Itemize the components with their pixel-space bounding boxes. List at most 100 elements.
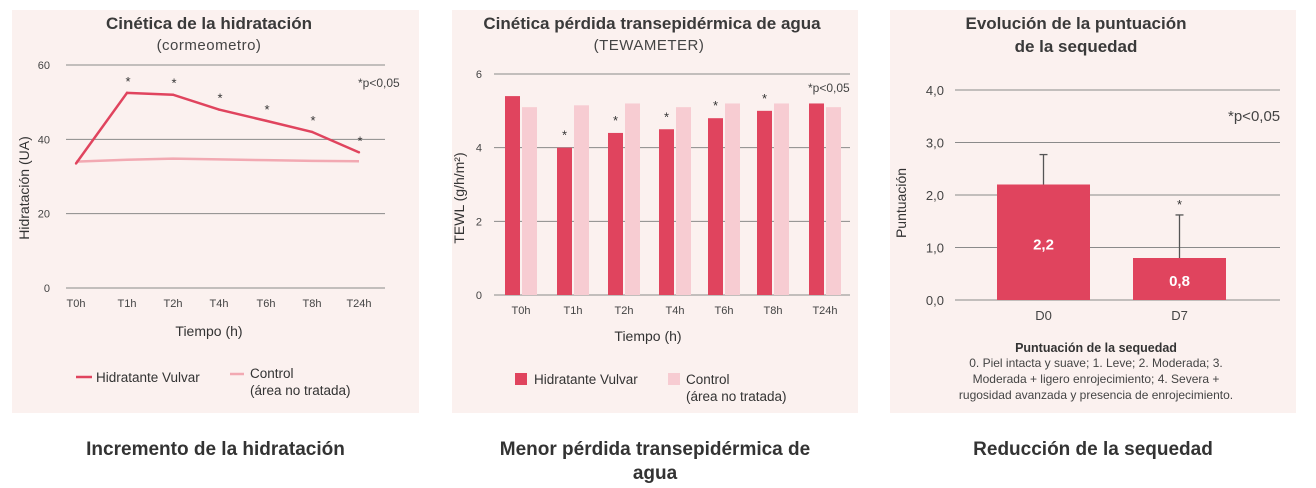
y-tick-label: 2,0 — [926, 188, 944, 203]
significance-star: * — [171, 76, 176, 91]
significance-star: * — [762, 91, 767, 106]
hydration-chart-panel: Cinética de la hidratación (cormeometro)… — [12, 10, 419, 413]
y-tick-label: 1,0 — [926, 241, 944, 256]
data-point-treated — [310, 130, 314, 134]
scale-line-1: 0. Piel intacta y suave; 1. Leve; 2. Mod… — [969, 356, 1222, 370]
caption-hydration: Incremento de la hidratación — [86, 439, 345, 460]
bar-control — [625, 103, 640, 295]
y-tick-label: 3,0 — [926, 136, 944, 151]
bar-control — [574, 105, 589, 295]
bar-control — [826, 107, 841, 296]
x-tick-label: T1h — [118, 298, 137, 310]
chart-title: Cinética de la hidratación — [106, 14, 312, 33]
x-tick-label: D7 — [1171, 308, 1188, 323]
legend-label-control: Control — [250, 366, 294, 381]
data-point-treated — [217, 108, 221, 111]
data-point-treated — [357, 151, 361, 154]
x-tick-label: T2h — [164, 298, 183, 310]
bar-treated — [809, 103, 824, 295]
bar-value-label: 0,8 — [1169, 273, 1190, 290]
significance-star: * — [310, 113, 315, 128]
data-point-treated — [125, 91, 129, 95]
y-axis-label: Puntuación — [893, 168, 909, 238]
scale-title: Puntuación de la sequedad — [1015, 341, 1177, 355]
y-tick-label: 0 — [476, 290, 482, 302]
significance-star: * — [1177, 197, 1182, 212]
bar-d7 — [1133, 258, 1226, 300]
y-tick-label: 4,0 — [926, 83, 944, 98]
x-tick-label: T24h — [346, 298, 371, 310]
chart-subtitle: (TEWAMETER) — [594, 37, 705, 54]
significance-star: * — [664, 109, 669, 124]
y-tick-label: 2 — [476, 216, 482, 228]
y-axis-label: Hidratación (UA) — [16, 136, 32, 239]
y-tick-label: 40 — [38, 134, 50, 146]
y-tick-label: 0,0 — [926, 293, 944, 308]
significance-note: *p<0,05 — [1228, 108, 1280, 125]
significance-star: * — [125, 74, 130, 89]
x-tick-label: T24h — [812, 305, 837, 317]
x-tick-label: T2h — [615, 305, 634, 317]
bar-treated — [757, 110, 772, 295]
x-tick-label: T8h — [764, 305, 783, 317]
significance-star: * — [613, 113, 618, 128]
bar-treated — [608, 132, 623, 295]
legend-label-treated: Hidratante Vulvar — [96, 370, 200, 385]
bar-control — [774, 103, 789, 295]
y-tick-label: 20 — [38, 209, 50, 221]
x-axis-label: Tiempo (h) — [614, 328, 681, 344]
significance-note: *p<0,05 — [808, 81, 850, 95]
legend-label-control-sub: (área no tratada) — [250, 383, 351, 398]
chart-title: Cinética pérdida transepidérmica de agua — [483, 14, 821, 33]
x-tick-label: T8h — [303, 298, 322, 310]
tewl-bar-chart: Cinética pérdida transepidérmica de agua… — [451, 14, 850, 404]
x-tick-label: T6h — [257, 298, 276, 310]
bar-d0 — [997, 184, 1090, 300]
legend-swatch-treated — [515, 373, 527, 385]
data-point-treated — [264, 119, 268, 122]
scale-line-3: rugosidad avanzada y presencia de enroje… — [959, 388, 1233, 402]
x-tick-label: T0h — [67, 298, 86, 310]
x-tick-label: T4h — [210, 298, 229, 310]
x-tick-label: T0h — [512, 305, 531, 317]
y-tick-label: 4 — [476, 143, 482, 155]
bar-treated — [557, 147, 572, 295]
bar-control — [725, 103, 740, 295]
dryness-bar-chart: Evolución de la puntuación de la sequeda… — [893, 14, 1280, 402]
significance-star: * — [562, 128, 567, 143]
y-tick-label: 6 — [476, 69, 482, 81]
legend-label-control-sub: (área no tratada) — [686, 389, 787, 404]
tewl-chart-panel: Cinética pérdida transepidérmica de agua… — [451, 10, 858, 413]
significance-note: *p<0,05 — [358, 76, 400, 90]
data-point-treated — [74, 162, 78, 165]
chart-title-line-1: Evolución de la puntuación — [965, 14, 1186, 33]
y-tick-label: 0 — [44, 283, 50, 295]
legend-label-treated: Hidratante Vulvar — [534, 372, 638, 387]
hydration-line-chart: Cinética de la hidratación (cormeometro)… — [16, 14, 400, 398]
caption-dryness: Reducción de la sequedad — [973, 439, 1213, 460]
x-tick-label: T4h — [666, 305, 685, 317]
chart-title-line-2: de la sequedad — [1015, 37, 1138, 56]
significance-star: * — [713, 98, 718, 113]
bar-value-label: 2,2 — [1033, 236, 1054, 253]
chart-subtitle: (cormeometro) — [157, 37, 262, 54]
x-tick-label: D0 — [1035, 308, 1052, 323]
series-line-control — [75, 157, 360, 163]
legend-swatch-control — [668, 373, 680, 385]
dryness-chart-panel: Evolución de la puntuación de la sequeda… — [890, 10, 1296, 413]
significance-star: * — [264, 102, 269, 117]
legend-label-control: Control — [686, 372, 730, 387]
bar-treated — [708, 118, 723, 295]
caption-tewl: Menor pérdida transepidérmica de agua — [499, 439, 811, 484]
scale-line-2: Moderada + ligero enrojecimiento; 4. Sev… — [973, 372, 1220, 386]
significance-star: * — [357, 133, 362, 148]
bar-treated — [659, 129, 674, 295]
bar-control — [522, 107, 537, 296]
y-tick-label: 60 — [38, 60, 50, 72]
bar-treated — [505, 96, 520, 295]
y-axis-label: TEWL (g/h/m²) — [451, 152, 467, 243]
x-axis-label: Tiempo (h) — [175, 323, 242, 339]
significance-star: * — [217, 91, 222, 106]
x-tick-label: T1h — [564, 305, 583, 317]
x-tick-label: T6h — [715, 305, 734, 317]
